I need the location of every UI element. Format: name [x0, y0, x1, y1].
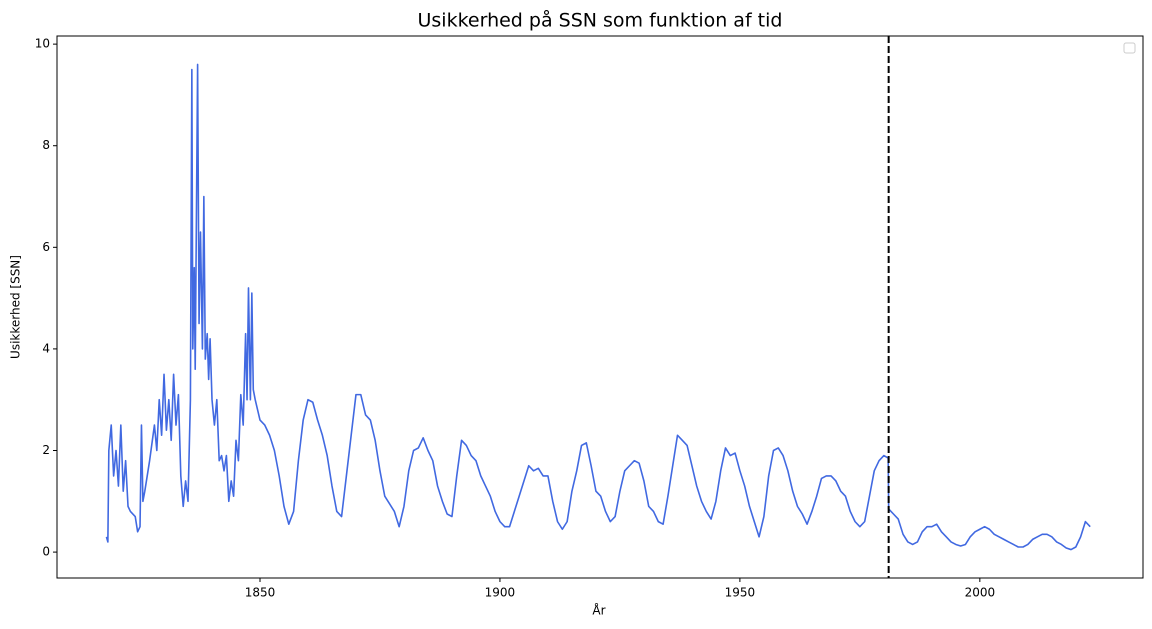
x-tick-label: 2000	[965, 586, 996, 600]
line-series	[105, 63, 1091, 551]
y-tick-label: 2	[42, 443, 50, 457]
y-axis-label: Usikkerhed [SSN]	[9, 255, 23, 359]
y-tick-label: 4	[42, 341, 50, 355]
chart-title: Usikkerhed på SSN som funktion af tid	[418, 9, 783, 32]
x-axis-label: År	[592, 603, 605, 618]
x-tick-label: 1900	[485, 586, 516, 600]
x-tick-label: 1950	[725, 586, 756, 600]
y-tick-label: 10	[35, 37, 50, 51]
plot-frame	[56, 35, 1144, 579]
x-tick-label: 1850	[245, 586, 276, 600]
y-tick-label: 6	[42, 240, 50, 254]
y-tick-label: 8	[42, 138, 50, 152]
y-tick-label: 0	[42, 545, 50, 559]
legend	[1123, 42, 1136, 54]
